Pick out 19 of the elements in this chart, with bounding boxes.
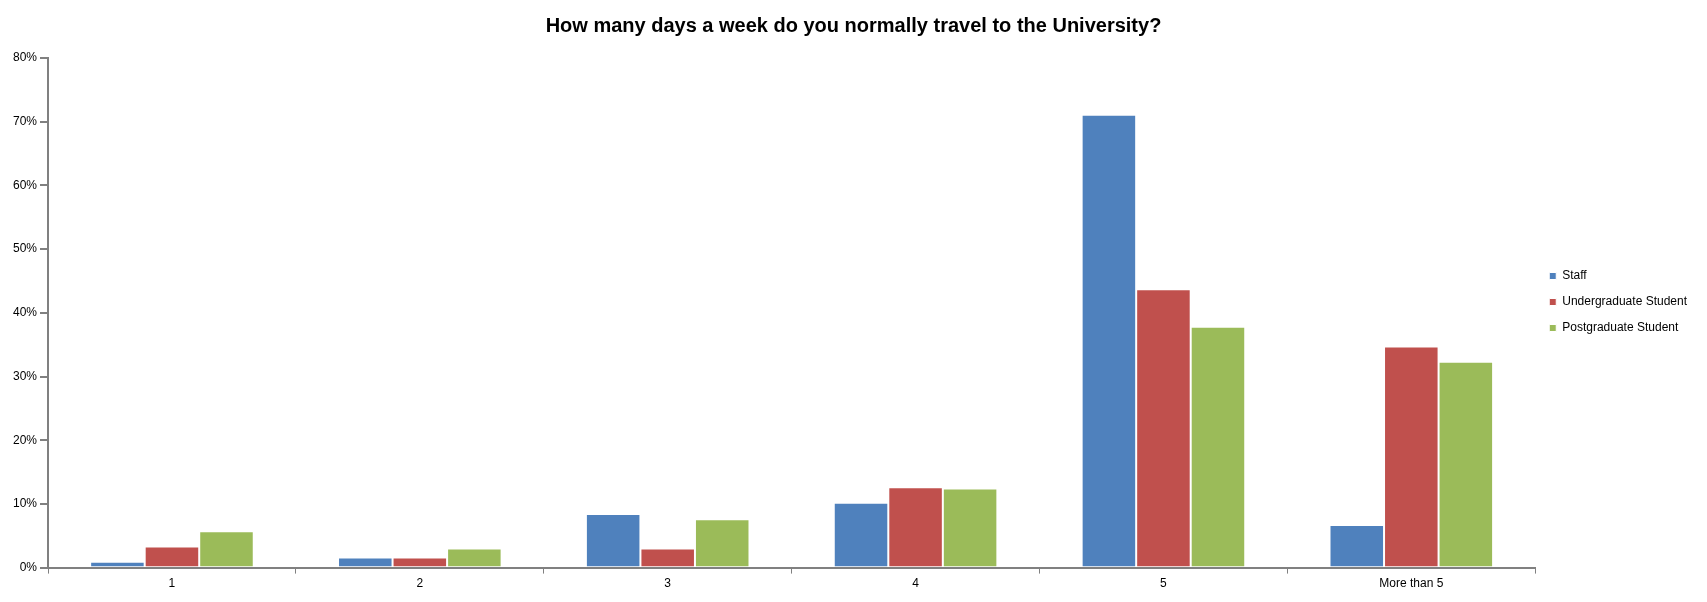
y-tick-label: 10% [12,496,38,511]
x-tick-label: 5 [1160,576,1168,591]
x-tick-label: 4 [912,576,920,591]
y-tick-label: 0% [19,559,38,574]
chart-title: How many days a week do you normally travel to the University? [545,13,1162,36]
legend-label: Undergraduate Student [1562,294,1688,309]
y-tick-label: 20% [12,432,38,447]
x-tick-label: 3 [664,576,672,591]
y-tick-label: 60% [12,177,38,192]
legend-label: Staff [1562,268,1588,283]
x-tick-label: More than 5 [1379,576,1444,591]
y-tick-label: 40% [12,305,38,320]
y-tick-label: 70% [12,114,38,129]
x-tick-label: 2 [416,576,424,591]
x-tick-label: 1 [168,576,176,591]
y-tick-label: 30% [12,368,38,383]
y-tick-label: 80% [12,50,38,65]
y-tick-label: 50% [12,241,38,256]
legend-label: Postgraduate Student [1562,320,1679,335]
